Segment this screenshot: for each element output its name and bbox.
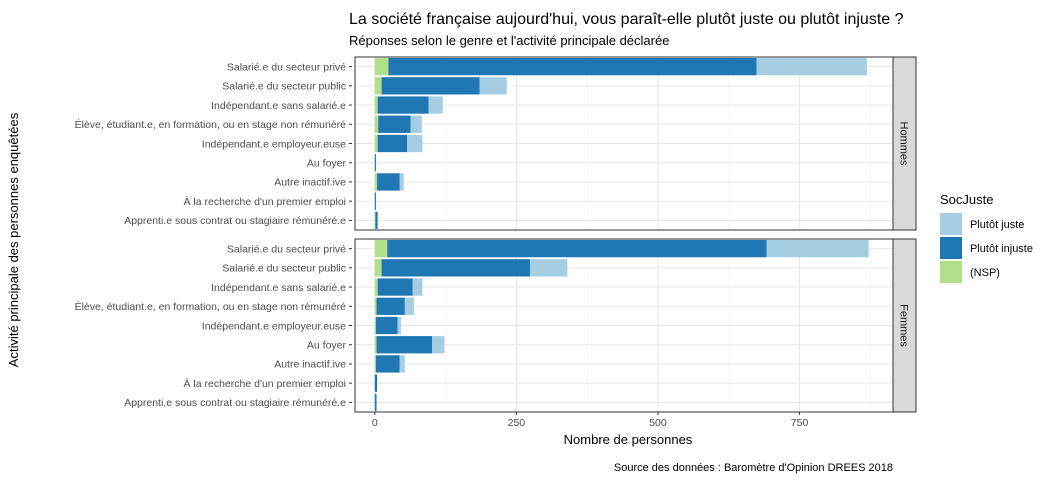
bar-femmes-injuste (377, 278, 413, 296)
y-tick-label: Élève, étudiant.e, en formation, ou en s… (75, 118, 347, 131)
chart-caption: Source des données : Baromètre d'Opinion… (614, 462, 893, 474)
bar-femmes-injuste (374, 393, 377, 412)
y-tick-label: Salarié.e du secteur public (222, 81, 346, 93)
y-tick-label: Indépendant.e employeur.euse (202, 138, 346, 150)
x-tick-label: 500 (649, 417, 667, 429)
bar-femmes-injuste (381, 259, 530, 277)
y-tick-label: Indépendant.e sans salarié.e (211, 100, 346, 112)
bar-femmes-injuste (376, 297, 405, 315)
bar-femmes-nsp (374, 316, 376, 335)
bar-hommes-injuste (377, 134, 408, 153)
y-tick-label: Apprenti.e sous contrat ou stagiaire rém… (124, 215, 346, 227)
strip-label: Hommes (898, 121, 910, 166)
bar-femmes-injuste (375, 316, 398, 335)
panel-hommes: Salarié.e du secteur privé Salarié.e du s… (75, 56, 917, 231)
bar-hommes-nsp (374, 173, 378, 191)
y-tick-label: Indépendant.e sans salarié.e (211, 282, 346, 294)
legend-swatch-injuste (940, 237, 962, 259)
bar-hommes-nsp (374, 77, 382, 95)
bar-femmes-injuste (387, 239, 767, 258)
bar-hommes-injuste (377, 173, 400, 191)
bar-femmes-juste (412, 278, 423, 296)
bar-hommes-juste (407, 134, 423, 153)
y-tick-label: Élève, étudiant.e, en formation, ou en s… (75, 300, 347, 313)
legend-swatch-juste (940, 213, 962, 235)
bar-hommes-juste (428, 96, 443, 114)
x-axis: 0 250 500 750 (372, 412, 809, 429)
y-tick-label: Autre inactif.ive (274, 177, 346, 189)
y-tick-label: À la recherche d'un premier emploi (184, 195, 347, 208)
bar-femmes-injuste (375, 355, 400, 373)
y-axis-title: Activité principale des personnes enquêt… (6, 112, 21, 367)
bar-hommes-nsp (374, 211, 376, 230)
y-tick-label: Au foyer (307, 340, 347, 352)
bar-hommes-injuste (388, 57, 757, 76)
y-tick-label: Indépendant.e employeur.euse (202, 320, 346, 332)
bar-hommes-juste (410, 115, 422, 133)
bar-hommes-nsp (374, 96, 378, 114)
bar-femmes-juste (404, 297, 414, 315)
bar-femmes-nsp (374, 336, 377, 354)
bar-femmes-nsp (374, 297, 377, 315)
legend-label-nsp: (NSP) (970, 267, 1000, 279)
legend-title: SocJuste (940, 192, 993, 207)
bar-femmes-juste (529, 259, 568, 277)
strip-femmes (892, 238, 917, 413)
bar-femmes-injuste (376, 336, 433, 354)
bar-femmes-injuste (374, 374, 378, 392)
bar-femmes-nsp (374, 239, 388, 258)
x-tick-label: 250 (508, 417, 526, 429)
y-tick-label: Apprenti.e sous contrat ou stagiaire rém… (124, 397, 346, 409)
bar-femmes-juste (397, 316, 401, 335)
bar-femmes-nsp (374, 278, 378, 296)
bar-femmes-juste (766, 239, 869, 258)
legend-label-juste: Plutôt juste (970, 219, 1024, 231)
bar-hommes-juste (399, 173, 404, 191)
y-tick-label: Salarié.e du secteur public (222, 263, 346, 275)
bar-hommes-nsp (374, 134, 378, 153)
legend: SocJuste Plutôt juste Plutôt injuste (NSP) (940, 192, 1033, 283)
legend-label-injuste: Plutôt injuste (970, 243, 1033, 255)
x-tick-label: 0 (372, 417, 378, 429)
bar-femmes-juste (432, 336, 445, 354)
legend-swatch-nsp (940, 261, 962, 283)
chart-title: La société française aujourd'hui, vous p… (349, 11, 904, 28)
bar-hommes-nsp (374, 57, 389, 76)
y-tick-label: Salarié.e du secteur privé (227, 243, 346, 255)
bar-hommes-injuste (374, 192, 376, 210)
x-axis-title: Nombre de personnes (564, 432, 693, 447)
chart-subtitle: Réponses selon le genre et l'activité pr… (349, 33, 669, 48)
bar-hommes-injuste (377, 96, 429, 114)
bar-femmes-nsp (374, 355, 376, 373)
y-tick-label: À la recherche d'un premier emploi (184, 377, 347, 390)
y-tick-label: Au foyer (307, 158, 347, 170)
bar-femmes-nsp (374, 259, 382, 277)
panel-femmes: Salarié.e du secteur privé Salarié.e du s… (75, 238, 917, 413)
bar-hommes-injuste (374, 154, 376, 172)
bar-hommes-injuste (378, 115, 411, 133)
x-tick-label: 750 (791, 417, 809, 429)
bar-hommes-injuste (375, 211, 378, 230)
facet-panels: Salarié.e du secteur privé Salarié.e du s… (75, 56, 917, 413)
bar-hommes-juste (756, 57, 867, 76)
y-tick-label: Autre inactif.ive (274, 359, 346, 371)
bar-hommes-juste (479, 77, 507, 95)
y-tick-label: Salarié.e du secteur privé (227, 61, 346, 73)
bar-femmes-juste (399, 355, 405, 373)
strip-hommes (892, 56, 917, 231)
bar-hommes-injuste (381, 77, 480, 95)
strip-label: Femmes (898, 304, 910, 347)
bar-hommes-nsp (374, 115, 379, 133)
